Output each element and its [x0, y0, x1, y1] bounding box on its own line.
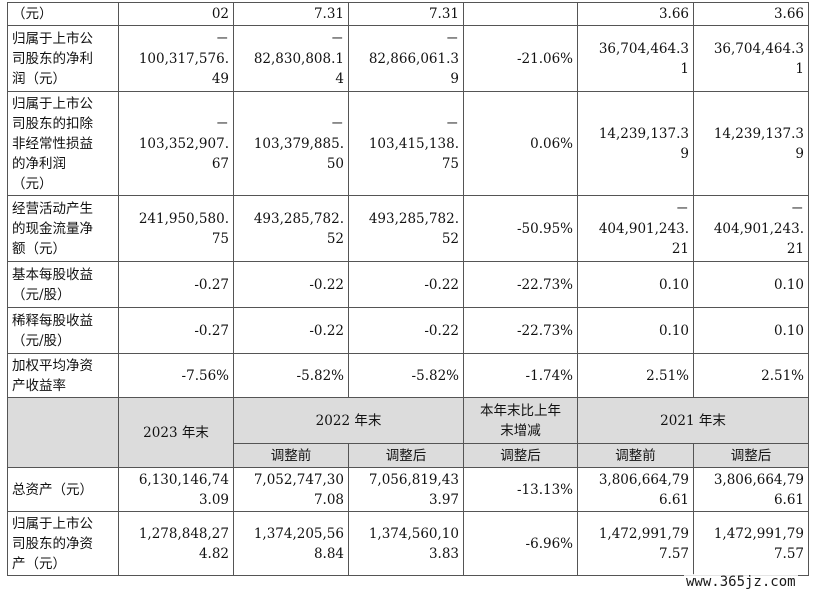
cell-2022-after: － 103,415,138. 75	[348, 91, 464, 196]
cell-2022-after: -0.22	[348, 261, 464, 308]
cell-2022-before: -0.22	[233, 307, 349, 354]
cell-change: -22.73%	[463, 307, 578, 354]
cell-2021-after: 36,704,464.3 1	[693, 25, 809, 92]
cell-2021-before: 3,806,664,79 6.61	[577, 467, 694, 512]
header-2023: 2023 年末	[118, 397, 234, 468]
cell-change	[463, 2, 578, 26]
cell-2022-after: -5.82%	[348, 353, 464, 398]
row-label: 经营活动产生 的现金流量净 额（元）	[7, 195, 119, 262]
cell-change: -50.95%	[463, 195, 578, 262]
header-blank-cell	[7, 397, 119, 468]
cell-2022-after: 1,374,560,10 3.83	[348, 511, 464, 576]
cell-2023: -7.56%	[118, 353, 234, 398]
cell-change: -13.13%	[463, 467, 578, 512]
cell-2023: － 103,352,907. 67	[118, 91, 234, 196]
cell-2022-before: 1,374,205,56 8.84	[233, 511, 349, 576]
cell-2022-before: － 103,379,885. 50	[233, 91, 349, 196]
cell-2021-before: 0.10	[577, 307, 694, 354]
row-label: 归属于上市公 司股东的扣除 非经常性损益 的净利润 （元）	[7, 91, 119, 196]
table-row: 总资产（元） 6,130,146,74 3.09 7,052,747,30 7.…	[7, 467, 809, 512]
financial-data-table: （元） 02 7.31 7.31 3.66 3.66 归属于上市公 司股东的净利…	[7, 2, 809, 576]
subheader-row: 调整前 调整后 调整后 调整前 调整后	[8, 443, 809, 468]
cell-2021-before: 1,472,991,79 7.57	[577, 511, 694, 576]
cell-2022-before: 7.31	[233, 2, 349, 26]
header-2021: 2021 年末	[577, 397, 809, 444]
cell-change: -1.74%	[463, 353, 578, 398]
cell-2023: 6,130,146,74 3.09	[118, 467, 234, 512]
cell-2022-before: 493,285,782. 52	[233, 195, 349, 262]
cell-change: -21.06%	[463, 25, 578, 92]
cell-2022-before: -0.22	[233, 261, 349, 308]
table-row: 归属于上市公 司股东的扣除 非经常性损益 的净利润 （元） － 103,352,…	[7, 91, 809, 196]
cell-2021-before: 2.51%	[577, 353, 694, 398]
header-change: 本年末比上年 末增减	[463, 397, 578, 444]
table-row: 稀释每股收益 （元/股） -0.27 -0.22 -0.22 -22.73% 0…	[7, 307, 809, 354]
cell-2021-after: 3.66	[693, 2, 809, 26]
table-row: 经营活动产生 的现金流量净 额（元） 241,950,580. 75 493,2…	[7, 195, 809, 262]
row-label: 基本每股收益 （元/股）	[7, 261, 119, 308]
watermark: www.365jz.com	[684, 574, 798, 590]
cell-2023: -0.27	[118, 307, 234, 354]
row-label: 加权平均净资 产收益率	[7, 353, 119, 398]
cell-change: 0.06%	[463, 91, 578, 196]
cell-2021-after: 1,472,991,79 7.57	[693, 511, 809, 576]
cell-2021-after: 0.10	[693, 261, 809, 308]
subheader-2022-after: 调整后	[348, 443, 464, 468]
table-row: （元） 02 7.31 7.31 3.66 3.66	[7, 2, 809, 26]
cell-2021-before: 36,704,464.3 1	[577, 25, 694, 92]
header-row: 2023 年末 2022 年末 本年末比上年 末增减 2021 年末	[7, 397, 809, 468]
cell-2023: 02	[118, 2, 234, 26]
cell-2021-before: － 404,901,243. 21	[577, 195, 694, 262]
subheader-change: 调整后	[463, 443, 578, 468]
cell-change: -6.96%	[463, 511, 578, 576]
cell-2022-before: 7,052,747,30 7.08	[233, 467, 349, 512]
cell-2023: 241,950,580. 75	[118, 195, 234, 262]
cell-2022-after: － 82,866,061.3 9	[348, 25, 464, 92]
table-row: 加权平均净资 产收益率 -7.56% -5.82% -5.82% -1.74% …	[7, 353, 809, 398]
cell-2021-before: 0.10	[577, 261, 694, 308]
row-label: 归属于上市公 司股东的净利 润（元）	[7, 25, 119, 92]
table-body: （元） 02 7.31 7.31 3.66 3.66 归属于上市公 司股东的净利…	[7, 2, 809, 576]
row-label: 稀释每股收益 （元/股）	[7, 307, 119, 354]
cell-2021-before: 14,239,137.3 9	[577, 91, 694, 196]
cell-2022-after: 493,285,782. 52	[348, 195, 464, 262]
cell-change: -22.73%	[463, 261, 578, 308]
cell-2021-after: 3,806,664,79 6.61	[693, 467, 809, 512]
cell-2021-after: 2.51%	[693, 353, 809, 398]
cell-2022-after: 7,056,819,43 3.97	[348, 467, 464, 512]
cell-2021-after: 0.10	[693, 307, 809, 354]
cell-2022-after: 7.31	[348, 2, 464, 26]
subheader-2022-before: 调整前	[233, 443, 349, 468]
row-label: （元）	[7, 2, 119, 26]
row-label: 归属于上市公 司股东的净资 产（元）	[7, 511, 119, 576]
table-row: 基本每股收益 （元/股） -0.27 -0.22 -0.22 -22.73% 0…	[7, 261, 809, 308]
table-row: 归属于上市公 司股东的净资 产（元） 1,278,848,27 4.82 1,3…	[7, 511, 809, 576]
header-2022: 2022 年末	[233, 397, 464, 444]
cell-2023: 1,278,848,27 4.82	[118, 511, 234, 576]
cell-2023: -0.27	[118, 261, 234, 308]
cell-2022-before: － 82,830,808.1 4	[233, 25, 349, 92]
cell-2022-before: -5.82%	[233, 353, 349, 398]
table-row: 归属于上市公 司股东的净利 润（元） － 100,317,576. 49 － 8…	[7, 25, 809, 92]
subheader-2021-before: 调整前	[577, 443, 694, 468]
cell-2021-before: 3.66	[577, 2, 694, 26]
cell-2022-after: -0.22	[348, 307, 464, 354]
cell-2021-after: － 404,901,243. 21	[693, 195, 809, 262]
cell-2021-after: 14,239,137.3 9	[693, 91, 809, 196]
cell-2023: － 100,317,576. 49	[118, 25, 234, 92]
row-label: 总资产（元）	[7, 467, 119, 512]
subheader-2021-after: 调整后	[693, 443, 809, 468]
